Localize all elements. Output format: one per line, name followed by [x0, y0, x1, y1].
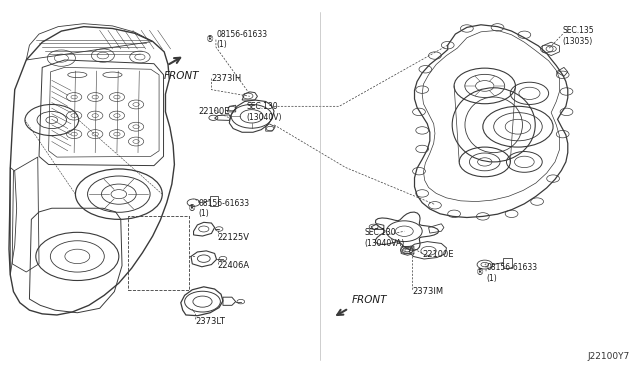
Text: SEC.130
(13040VA): SEC.130 (13040VA): [365, 228, 405, 248]
Text: 22100E: 22100E: [422, 250, 454, 259]
Text: FRONT: FRONT: [352, 295, 387, 305]
Text: SEC.135
(13035): SEC.135 (13035): [563, 26, 595, 46]
Text: 22125V: 22125V: [218, 233, 250, 243]
Text: SEC.130
(13040V): SEC.130 (13040V): [246, 102, 282, 122]
Text: 08156-61633
(1): 08156-61633 (1): [216, 30, 268, 49]
Text: 22100E: 22100E: [198, 108, 230, 116]
Text: ®: ®: [476, 269, 484, 278]
Text: FRONT: FRONT: [164, 71, 199, 81]
Text: ®: ®: [206, 35, 214, 44]
Text: 08156-61633
(1): 08156-61633 (1): [198, 199, 250, 218]
Text: 2373IM: 2373IM: [413, 287, 444, 296]
Text: 22406A: 22406A: [218, 261, 250, 270]
Text: 2373LT: 2373LT: [195, 317, 225, 326]
Text: 2373IH: 2373IH: [211, 74, 242, 83]
Text: J22100Y7: J22100Y7: [588, 352, 630, 361]
Text: 08156-61633
(1): 08156-61633 (1): [486, 263, 537, 283]
Text: ®: ®: [188, 204, 196, 213]
